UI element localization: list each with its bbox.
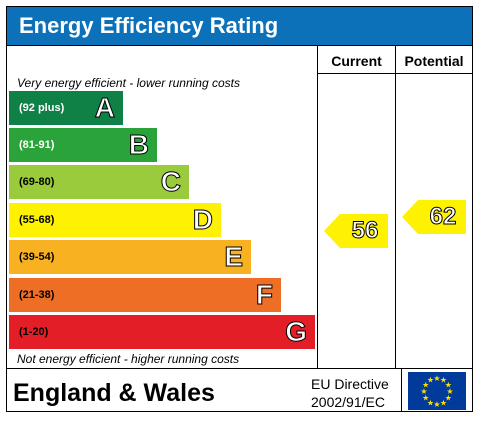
band-range: (1-20) xyxy=(19,326,49,338)
band-range: (21-38) xyxy=(19,289,55,301)
potential-rating-value: 62 xyxy=(429,203,457,231)
flag-star: ★ xyxy=(440,398,447,407)
current-rating-value: 56 xyxy=(351,217,379,245)
eu-directive: EU Directive 2002/91/EC xyxy=(311,375,389,411)
band-e: (39-54) E xyxy=(9,240,251,274)
band-letter: C xyxy=(160,166,181,198)
top-note: Very energy efficient - lower running co… xyxy=(17,76,240,90)
potential-column-header: Potential xyxy=(404,53,464,69)
eu-flag-stars: ★ ★★★★★★★★★★★ xyxy=(420,374,453,409)
band-letter: G xyxy=(285,316,308,348)
potential-column-divider xyxy=(395,45,396,368)
band-c: (69-80) C xyxy=(9,165,189,199)
chart-title: Energy Efficiency Rating xyxy=(7,7,472,45)
flag-star: ★ xyxy=(440,376,447,385)
header-divider xyxy=(317,73,472,74)
flag-star: ★ xyxy=(446,387,453,396)
band-letter: B xyxy=(128,129,149,161)
band-range: (39-54) xyxy=(19,251,55,263)
band-letter: F xyxy=(255,279,273,311)
band-range: (92 plus) xyxy=(19,102,65,114)
band-f: (21-38) F xyxy=(9,278,281,312)
flag-star: ★ xyxy=(422,394,429,403)
band-b: (81-91) B xyxy=(9,128,157,162)
band-letter: E xyxy=(224,241,244,273)
title-divider xyxy=(7,45,472,46)
flag-star: ★ xyxy=(427,376,434,385)
band-g: (1-20) G xyxy=(9,315,315,349)
energy-rating-chart: Energy Efficiency Rating Current Potenti… xyxy=(6,6,473,412)
band-range: (81-91) xyxy=(19,139,55,151)
flag-star: ★ xyxy=(433,374,440,383)
current-column-divider xyxy=(317,45,318,368)
flag-star: ★ xyxy=(445,394,452,403)
flag-star: ★ xyxy=(445,381,452,390)
band-range: (55-68) xyxy=(19,214,55,226)
current-arrow-shape xyxy=(324,214,388,248)
eu-flag-icon: ★ ★ ★ ★ ★ ★ ★ ★ ★ ★ ★ ★ xyxy=(408,372,466,410)
flag-star: ★ xyxy=(427,398,434,407)
flag-star: ★ xyxy=(420,387,427,396)
directive-line-1: EU Directive xyxy=(311,376,389,392)
current-column-header: Current xyxy=(331,53,382,69)
potential-arrow-shape xyxy=(402,200,466,234)
footer-country: England & Wales xyxy=(13,379,215,407)
potential-rating-arrow: 62 xyxy=(402,200,466,234)
footer-divider xyxy=(7,368,472,369)
directive-line-2: 2002/91/EC xyxy=(311,394,385,410)
flag-star: ★ xyxy=(422,381,429,390)
flag-star: ★ xyxy=(433,400,440,409)
band-a: (92 plus) A xyxy=(9,91,123,125)
flag-divider xyxy=(401,368,402,411)
bottom-note: Not energy efficient - higher running co… xyxy=(17,352,240,366)
current-rating-arrow: 56 xyxy=(324,214,388,248)
band-letter: A xyxy=(94,92,115,124)
band-d: (55-68) D xyxy=(9,203,221,237)
band-range: (69-80) xyxy=(19,176,55,188)
band-letter: D xyxy=(192,204,213,236)
